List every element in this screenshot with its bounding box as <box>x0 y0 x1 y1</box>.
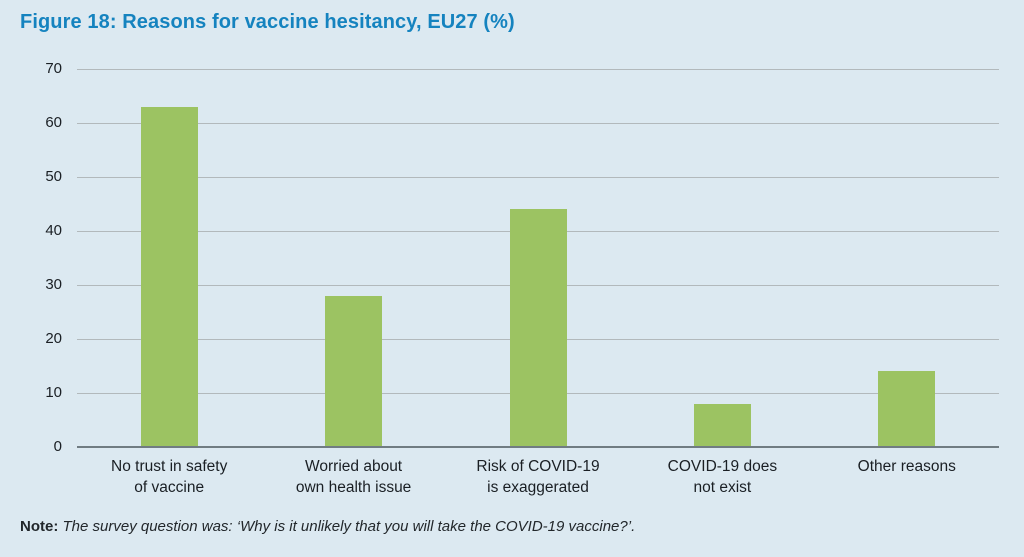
y-axis-tick-label: 20 <box>45 330 62 347</box>
x-axis-category-label: Worried about own health issue <box>295 458 412 496</box>
gridline <box>77 177 999 178</box>
x-axis-category-label: Other reasons <box>857 458 956 475</box>
bar <box>693 403 751 446</box>
y-axis-tick-label: 10 <box>45 384 62 401</box>
x-axis-category-label: Risk of COVID-19 is exaggerated <box>476 458 600 496</box>
bar <box>325 295 383 446</box>
bar <box>878 371 936 446</box>
gridline <box>77 123 999 124</box>
x-axis-category-label: No trust in safety of vaccine <box>111 458 228 496</box>
bar <box>509 209 567 446</box>
y-axis-tick-label: 0 <box>53 438 62 455</box>
note-text: The survey question was: ‘Why is it unli… <box>58 518 636 535</box>
y-axis-tick-label: 30 <box>45 276 62 293</box>
y-axis-tick-label: 70 <box>45 60 62 77</box>
figure-note: Note: The survey question was: ‘Why is i… <box>20 518 635 535</box>
x-axis-category-label: COVID-19 does not exist <box>667 458 778 496</box>
y-axis-tick-label: 50 <box>45 168 62 185</box>
bar <box>140 106 198 446</box>
x-axis-line <box>77 446 999 448</box>
note-label: Note: <box>20 518 59 535</box>
gridline <box>77 69 999 70</box>
y-axis-tick-label: 40 <box>45 222 62 239</box>
y-axis-tick-label: 60 <box>45 114 62 131</box>
figure-title: Figure 18: Reasons for vaccine hesitancy… <box>20 11 515 33</box>
